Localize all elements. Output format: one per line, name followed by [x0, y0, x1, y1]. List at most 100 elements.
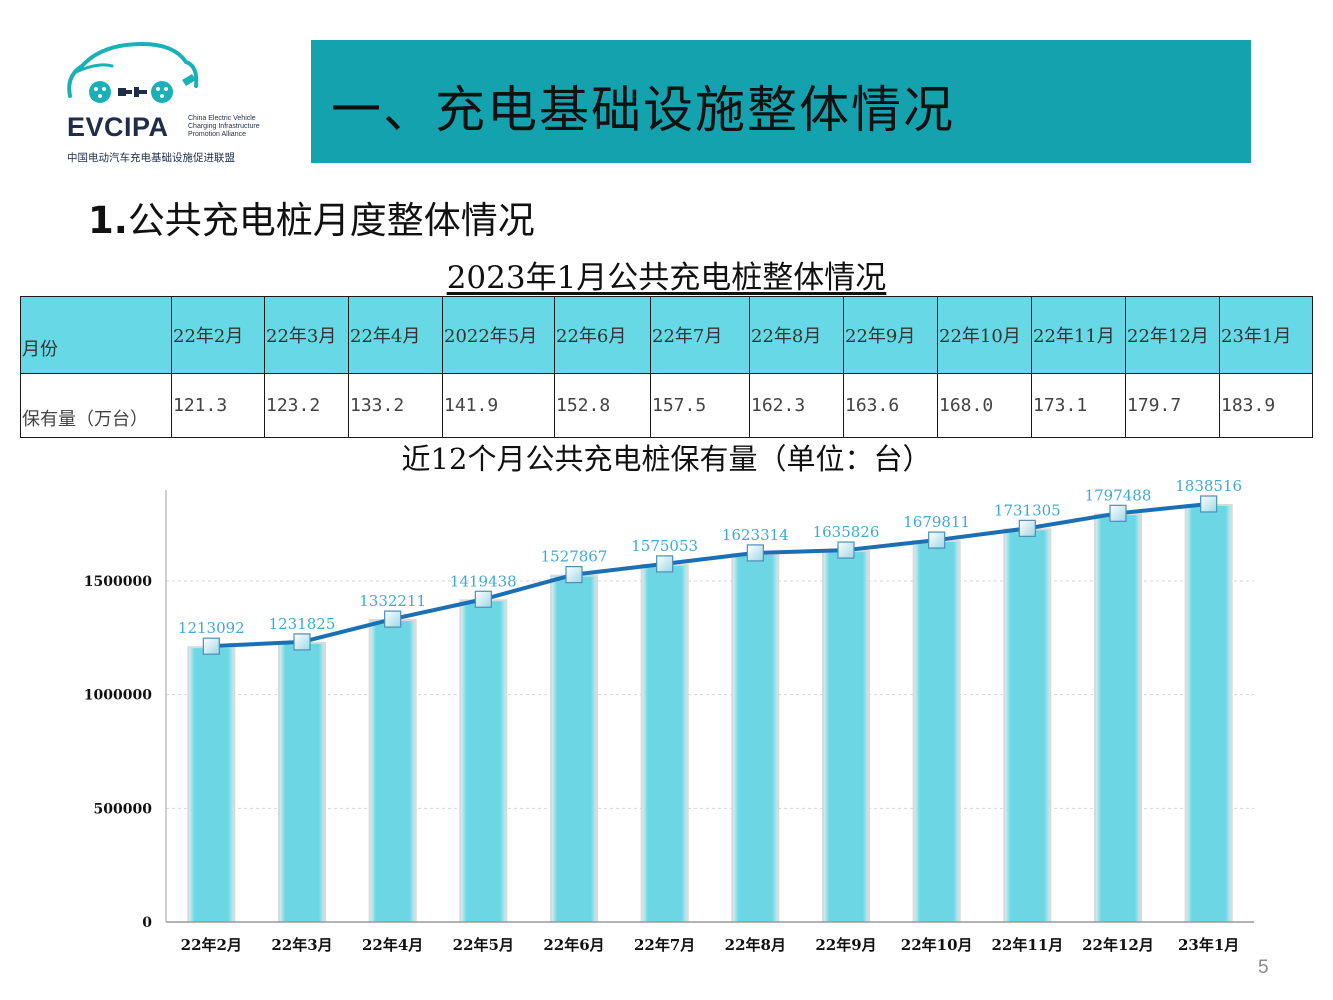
table-value-cell: 183.9: [1219, 373, 1313, 438]
table-value-cell: 133.2: [348, 373, 443, 438]
line-point-marker: [293, 633, 311, 651]
line-point-marker: [1018, 519, 1036, 537]
chart-labels: 1213092 1231825 1332211 1419438 1527867 15750…: [178, 477, 1242, 637]
x-tick-label: 23年1月: [1178, 936, 1239, 954]
data-label: 1575053: [631, 537, 698, 555]
x-tick-label: 22年6月: [543, 936, 604, 954]
data-label: 1838516: [1175, 477, 1242, 495]
section-number: 1.: [88, 199, 128, 242]
x-tick-label: 22年11月: [991, 936, 1063, 954]
x-tick-label: 22年9月: [815, 936, 876, 954]
x-tick-label: 22年12月: [1082, 936, 1154, 954]
table-value-row: 保有量（万台） 121.3 123.2 133.2 141.9 152.8 15…: [20, 373, 1313, 438]
logo-english-line: Charging Infrastructure: [188, 123, 260, 130]
bar: [733, 554, 778, 922]
monthly-stock-table: 月份 22年2月 22年3月 22年4月 2022年5月 22年6月 22年7月…: [20, 296, 1313, 438]
page-number: 5: [1258, 957, 1269, 978]
table-month-cell: 22年7月: [650, 296, 750, 374]
chart-axes: 0 500000 1000000 1500000 22年2月 22年3月 22年4月 22年5…: [84, 490, 1254, 954]
table-title-text: 2023年1月公共充电桩整体情况: [446, 260, 887, 296]
table-value-cell: 123.2: [264, 373, 349, 438]
banner-title: 一、充电基础设施整体情况: [331, 81, 955, 139]
table-value-cell: 168.0: [937, 373, 1032, 438]
table-month-cell: 22年6月: [554, 296, 651, 374]
data-label: 1332211: [359, 592, 426, 610]
data-label: 1623314: [722, 526, 789, 544]
line-point-marker: [1109, 504, 1127, 522]
logo-english-line: Promotion Alliance: [188, 131, 246, 138]
line-point-marker: [1200, 495, 1218, 513]
chart-bars: [187, 503, 1233, 922]
logo-english-text: China Electric Vehicle Charging Infrastr…: [188, 115, 272, 139]
bar: [1096, 515, 1140, 922]
data-label: 1419438: [450, 572, 517, 590]
line-point-marker: [384, 610, 402, 628]
bar: [280, 643, 324, 922]
data-label: 1213092: [178, 619, 245, 637]
data-label: 1527867: [541, 548, 608, 566]
evcipa-logo: EVCIPA China Electric Vehicle Charging I…: [62, 36, 272, 166]
chart-gridlines: [166, 580, 1254, 809]
table-value-cell: 162.3: [749, 373, 844, 438]
bar: [370, 621, 415, 922]
chart-title: 近12个月公共充电桩保有量（单位：台）: [401, 442, 932, 476]
table-value-cell: 157.5: [650, 373, 750, 438]
line-point-marker: [837, 541, 855, 559]
table-value-cell: 179.7: [1125, 373, 1220, 438]
section-title: 1.公共充电桩月度整体情况: [88, 190, 535, 244]
logo-brand-text: EVCIPA: [67, 112, 169, 142]
table-value-cell: 152.8: [554, 373, 651, 438]
bar: [552, 576, 596, 922]
bar: [824, 552, 868, 922]
bar: [1186, 505, 1231, 922]
table-month-cell: 22年11月: [1031, 296, 1126, 374]
x-tick-label: 22年8月: [725, 936, 786, 954]
table-header-row: 月份 22年2月 22年3月 22年4月 2022年5月 22年6月 22年7月…: [20, 296, 1313, 374]
bar: [189, 648, 234, 922]
title-banner: 一、充电基础设施整体情况: [311, 40, 1251, 163]
line-point-marker: [565, 566, 583, 584]
table-row-label: 月份: [20, 296, 172, 374]
y-tick-label: 1500000: [84, 574, 152, 590]
y-tick-label: 0: [142, 915, 152, 931]
table-month-cell: 22年9月: [843, 296, 938, 374]
x-tick-label: 22年7月: [634, 936, 695, 954]
x-tick-label: 22年5月: [453, 936, 514, 954]
table-title: 2023年1月公共充电桩整体情况: [0, 252, 1333, 297]
x-tick-label: 22年10月: [901, 936, 973, 954]
table-month-cell: 22年2月: [171, 296, 265, 374]
bar: [914, 542, 959, 922]
bar: [642, 565, 687, 922]
chart-line-series: [202, 495, 1218, 655]
x-tick-label: 22年3月: [271, 936, 332, 954]
data-label: 1797488: [1085, 486, 1152, 504]
line-point-marker: [928, 531, 946, 549]
table-row-label: 保有量（万台）: [20, 373, 172, 438]
series-line: [211, 501, 1209, 649]
table-value-cell: 141.9: [442, 373, 555, 438]
table-month-cell: 22年4月: [348, 296, 443, 374]
bar: [461, 601, 506, 922]
table-month-cell: 2022年5月: [442, 296, 555, 374]
data-label: 1731305: [994, 501, 1061, 519]
ev-car-plug-icon: [67, 41, 199, 103]
y-tick-label: 1000000: [84, 688, 152, 704]
line-point-marker: [656, 555, 674, 573]
table-value-cell: 173.1: [1031, 373, 1126, 438]
y-tick-label: 500000: [94, 801, 153, 817]
data-label: 1231825: [269, 615, 336, 633]
bar: [1005, 530, 1050, 922]
section-text: 公共充电桩月度整体情况: [127, 199, 535, 242]
data-label: 1679811: [903, 513, 970, 531]
table-month-cell: 23年1月: [1219, 296, 1313, 374]
data-label: 1635826: [813, 523, 880, 541]
line-point-marker: [746, 544, 764, 562]
table-value-cell: 163.6: [843, 373, 938, 438]
table-month-cell: 22年8月: [749, 296, 844, 374]
logo-english-line: China Electric Vehicle: [188, 115, 256, 122]
table-value-cell: 121.3: [171, 373, 265, 438]
line-point-marker: [474, 590, 492, 608]
logo-chinese-text: 中国电动汽车充电基础设施促进联盟: [67, 152, 235, 164]
x-tick-label: 22年2月: [181, 936, 242, 954]
